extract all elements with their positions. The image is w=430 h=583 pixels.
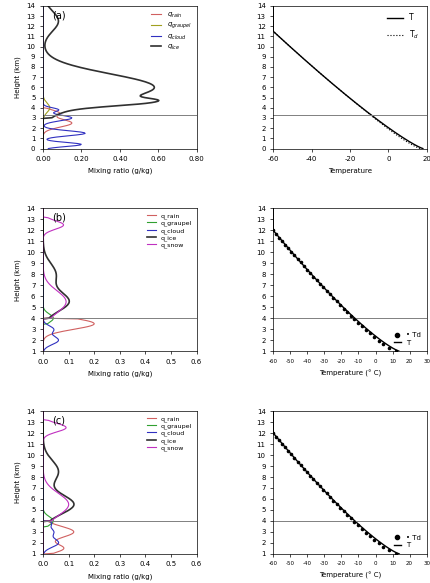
Point [272,432,279,441]
Point [379,339,386,349]
Point [306,268,313,278]
Point [374,336,381,345]
Point [278,237,285,246]
Point [300,261,307,271]
Point [313,478,319,487]
Point [362,528,369,537]
Point [303,468,310,477]
Point [366,329,372,338]
Point [284,446,291,455]
Text: (b): (b) [52,213,66,223]
Point [309,272,316,281]
Point [278,439,285,448]
Point [354,318,361,328]
Y-axis label: Height (km): Height (km) [14,259,21,301]
Legend: q_rain, q_graupel, q_cloud, q_ice, q_snow: q_rain, q_graupel, q_cloud, q_ice, q_sno… [145,212,193,250]
Point [384,343,391,352]
Point [275,233,282,242]
Point [269,429,276,438]
Point [339,507,346,516]
Point [339,304,346,313]
X-axis label: Temperature (° C): Temperature (° C) [318,572,380,580]
Point [350,315,357,324]
Point [322,489,329,498]
Legend: q_rain, q_graupel, q_cloud, q_ice, q_snow: q_rain, q_graupel, q_cloud, q_ice, q_sno… [145,415,193,452]
Point [343,510,350,519]
Text: (a): (a) [52,10,66,20]
Legend: T, T$_d$: T, T$_d$ [383,10,422,45]
Point [272,229,279,238]
Point [313,276,319,285]
Y-axis label: Height (km): Height (km) [14,57,21,98]
Point [366,532,372,541]
Point [347,311,353,320]
Point [343,307,350,317]
Point [326,493,332,502]
X-axis label: Mixing ratio (g/kg): Mixing ratio (g/kg) [87,168,152,174]
Point [297,461,304,470]
Point [319,283,326,292]
Point [336,300,343,310]
Point [290,251,297,260]
Point [290,454,297,463]
Point [293,457,300,466]
Point [326,290,332,299]
Legend: $q_{rain}$, $q_{graupel}$, $q_{cloud}$, $q_{ice}$: $q_{rain}$, $q_{graupel}$, $q_{cloud}$, … [149,9,193,53]
Point [309,475,316,484]
Point [350,517,357,526]
X-axis label: Mixing ratio (g/kg): Mixing ratio (g/kg) [87,370,152,377]
Point [303,265,310,274]
X-axis label: Mixing ratio (g/kg): Mixing ratio (g/kg) [87,573,152,580]
Point [300,464,307,473]
Point [275,436,282,445]
Point [354,521,361,530]
Point [391,346,398,356]
Point [287,449,294,459]
Point [336,503,343,512]
Legend: • Td, T: • Td, T [391,533,422,550]
Point [316,482,322,491]
Point [374,539,381,548]
Point [347,514,353,523]
X-axis label: Temperature: Temperature [327,168,371,174]
Point [391,549,398,559]
Legend: • Td, T: • Td, T [391,330,422,347]
Y-axis label: Height (km): Height (km) [14,462,21,503]
Point [332,297,339,306]
Point [297,258,304,267]
Point [329,496,336,505]
Text: (c): (c) [52,416,65,426]
Point [284,244,291,253]
X-axis label: Temperature (° C): Temperature (° C) [318,370,380,377]
Point [332,500,339,509]
Point [281,442,288,452]
Point [322,286,329,296]
Point [319,485,326,494]
Point [357,322,364,331]
Point [293,254,300,264]
Point [370,535,377,545]
Point [379,542,386,552]
Point [362,325,369,335]
Point [357,524,364,533]
Point [306,471,313,480]
Point [370,332,377,342]
Point [316,279,322,289]
Point [269,226,276,235]
Point [281,240,288,250]
Point [329,293,336,303]
Point [384,546,391,555]
Point [287,247,294,257]
